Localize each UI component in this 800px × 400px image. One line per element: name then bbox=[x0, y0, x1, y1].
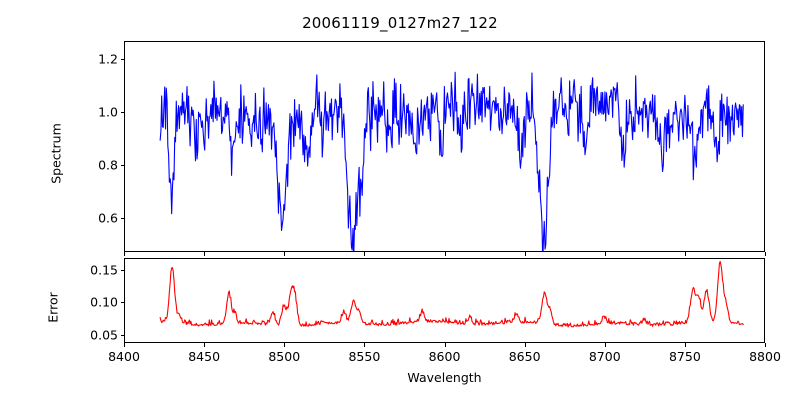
error-ytick-mark bbox=[120, 269, 124, 271]
error-axes bbox=[124, 258, 765, 343]
spectrum-axes bbox=[124, 41, 765, 252]
error-xtick-label: 8750 bbox=[668, 349, 701, 364]
error-xtick-label: 8500 bbox=[268, 349, 301, 364]
error-xtick-mark bbox=[444, 343, 446, 347]
error-xtick-mark bbox=[765, 343, 766, 347]
spectrum-ytick-mark bbox=[120, 59, 124, 61]
spectrum-ytick-mark bbox=[120, 112, 124, 114]
spectrum-xtick-mark bbox=[364, 252, 366, 256]
error-xtick-mark bbox=[684, 343, 686, 347]
error-ytick-label: 0.05 bbox=[90, 327, 118, 343]
spectrum-ytick-label: 0.6 bbox=[98, 210, 118, 226]
spectrum-ytick-label: 0.8 bbox=[98, 157, 118, 173]
spectrum-line bbox=[160, 72, 743, 251]
spectrum-plot-area bbox=[125, 42, 764, 251]
error-y-axis-label: Error bbox=[45, 292, 61, 323]
error-xtick-label: 8600 bbox=[428, 349, 461, 364]
spectrum-ytick-mark bbox=[120, 164, 124, 166]
spectrum-xtick-mark bbox=[604, 252, 606, 256]
spectrum-ytick-mark bbox=[120, 217, 124, 219]
spectrum-xtick-mark bbox=[765, 252, 766, 256]
error-xtick-mark bbox=[604, 343, 606, 347]
error-plot-area bbox=[125, 259, 764, 342]
error-ytick-mark bbox=[120, 302, 124, 304]
figure-title: 20061119_0127m27_122 bbox=[302, 14, 498, 32]
spectrum-xtick-mark bbox=[124, 252, 125, 256]
error-xtick-mark bbox=[284, 343, 286, 347]
error-xtick-label: 8700 bbox=[588, 349, 621, 364]
spectrum-xtick-mark bbox=[684, 252, 686, 256]
spectrum-y-axis-label: Spectrum bbox=[48, 123, 64, 184]
spectrum-xtick-mark bbox=[284, 252, 286, 256]
error-xtick-label: 8450 bbox=[188, 349, 221, 364]
error-xtick-label: 8800 bbox=[749, 349, 781, 364]
error-xtick-mark bbox=[364, 343, 366, 347]
x-axis-label: Wavelength bbox=[407, 370, 482, 385]
error-line bbox=[160, 261, 743, 326]
error-xtick-mark bbox=[124, 343, 125, 347]
error-xtick-mark bbox=[524, 343, 526, 347]
spectrum-xtick-mark bbox=[204, 252, 206, 256]
spectrum-xtick-mark bbox=[444, 252, 446, 256]
error-xtick-label: 8400 bbox=[108, 349, 140, 364]
error-xtick-mark bbox=[204, 343, 206, 347]
error-xtick-label: 8550 bbox=[348, 349, 381, 364]
error-ytick-label: 0.10 bbox=[90, 294, 118, 310]
error-ytick-mark bbox=[120, 335, 124, 337]
spectrum-xtick-mark bbox=[524, 252, 526, 256]
spectrum-ytick-label: 1.0 bbox=[98, 104, 118, 120]
spectrum-ytick-label: 1.2 bbox=[98, 51, 118, 67]
error-ytick-label: 0.15 bbox=[90, 262, 118, 278]
error-xtick-label: 8650 bbox=[508, 349, 541, 364]
